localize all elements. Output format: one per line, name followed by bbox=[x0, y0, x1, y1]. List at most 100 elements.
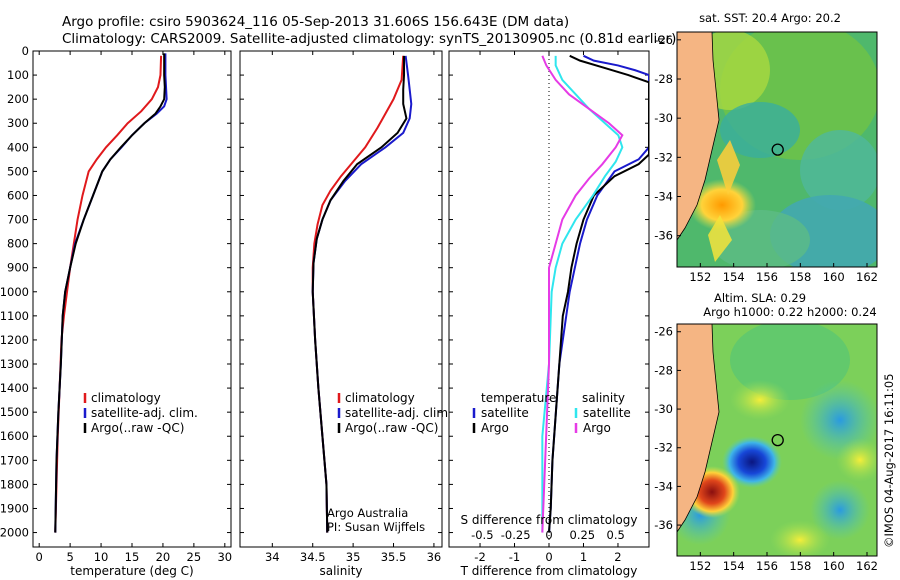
temperature-series bbox=[54, 53, 168, 533]
lat-tick-label: -26 bbox=[654, 33, 673, 47]
difference-legend: temperaturesatelliteArgosalinitysatellit… bbox=[472, 391, 631, 435]
salinity-ticks: 34 34.5 35 35.5 36 bbox=[240, 50, 442, 564]
depth-tick-label: 1400 bbox=[0, 381, 29, 395]
legend-group-title: salinity bbox=[582, 391, 625, 405]
legend-label: Argo bbox=[481, 421, 509, 435]
s-diff-tick-label: 0.5 bbox=[607, 528, 625, 542]
lon-tick-label: 158 bbox=[789, 270, 811, 284]
legend-label: satellite bbox=[481, 406, 529, 420]
lat-tick-label: -36 bbox=[654, 229, 673, 243]
lon-tick-label: 156 bbox=[756, 559, 778, 573]
sla-map-ticks: 152 154 156 158 160 162 -26 -28 -30 -32 -34 -36 bbox=[654, 325, 878, 573]
depth-tick-label: 200 bbox=[7, 92, 29, 106]
depth-tick-label: 700 bbox=[7, 213, 29, 227]
depth-tick-label: 1600 bbox=[0, 429, 29, 443]
series-line-salinity-satellite bbox=[541, 55, 624, 533]
lat-tick-label: -28 bbox=[654, 363, 673, 377]
sla-map: Altim. SLA: 0.29 Argo h1000: 0.22 h2000:… bbox=[654, 291, 878, 573]
depth-tick-label: 1900 bbox=[0, 501, 29, 515]
depth-tick-label: 2000 bbox=[0, 526, 29, 540]
legend-label: satellite bbox=[583, 406, 631, 420]
sla-map-title: Altim. SLA: 0.29 bbox=[714, 291, 806, 305]
temperature-xlabel: temperature (deg C) bbox=[70, 564, 193, 578]
t-difference-xlabel: T difference from climatology bbox=[460, 564, 638, 578]
depth-tick-label: 500 bbox=[7, 164, 29, 178]
legend-group-title: temperature bbox=[481, 391, 556, 405]
series-line-temperature-argo bbox=[548, 54, 649, 533]
lon-tick-label: 154 bbox=[723, 270, 745, 284]
s-difference-xlabel: S difference from climatology bbox=[461, 513, 638, 527]
lon-tick-label: 160 bbox=[823, 559, 845, 573]
series-line-argo-raw-qc- bbox=[54, 53, 166, 533]
legend-label: Argo(..raw -QC) bbox=[345, 421, 438, 435]
x-tick-label: 35 bbox=[346, 550, 361, 564]
x-tick-label: 25 bbox=[187, 550, 202, 564]
temperature-ticks: 0100200300400500600700800900100011001200… bbox=[0, 44, 232, 564]
series-line-argo-raw-qc- bbox=[311, 55, 408, 533]
depth-tick-label: 1700 bbox=[0, 453, 29, 467]
lon-tick-label: 154 bbox=[723, 559, 745, 573]
x-tick-label: 10 bbox=[94, 550, 109, 564]
lat-tick-label: -32 bbox=[654, 441, 673, 455]
lat-tick-label: -34 bbox=[654, 479, 673, 493]
salinity-panel: 34 34.5 35 35.5 36 salinity climatologysatel… bbox=[239, 50, 452, 578]
legend-label: climatology bbox=[345, 391, 415, 405]
sla-map-subtitle: Argo h1000: 0.22 h2000: 0.24 bbox=[703, 305, 876, 319]
temperature-axes-frame bbox=[32, 50, 232, 548]
x-tick-label: 5 bbox=[66, 550, 73, 564]
depth-tick-label: 300 bbox=[7, 116, 29, 130]
institution-note: Argo Australia bbox=[327, 506, 408, 520]
depth-tick-label: 400 bbox=[7, 140, 29, 154]
depth-tick-label: 1000 bbox=[0, 285, 29, 299]
x-tick-label: 2 bbox=[614, 550, 621, 564]
x-tick-label: 0 bbox=[545, 550, 552, 564]
s-diff-tick-label: -0.25 bbox=[501, 528, 531, 542]
series-line-salinity-argo bbox=[541, 55, 624, 533]
lon-tick-label: 156 bbox=[756, 270, 778, 284]
sst-map: sat. SST: 20.4 Argo: 20.2 152 154 156 158 16… bbox=[654, 11, 878, 284]
difference-panel: -2 -1 0 1 2 -0.5 -0.25 0 0.25 0.5 S difference fr… bbox=[448, 50, 650, 578]
lon-tick-label: 162 bbox=[856, 559, 878, 573]
lat-tick-label: -30 bbox=[654, 402, 673, 416]
legend-label: Argo bbox=[583, 421, 611, 435]
x-tick-label: 36 bbox=[427, 550, 442, 564]
profile-location-marker-sla bbox=[771, 433, 784, 447]
sst-field bbox=[677, 32, 877, 267]
depth-tick-label: 1500 bbox=[0, 405, 29, 419]
depth-tick-label: 1800 bbox=[0, 477, 29, 491]
s-diff-tick-label: -0.5 bbox=[471, 528, 493, 542]
lat-tick-label: -30 bbox=[654, 111, 673, 125]
lon-tick-label: 162 bbox=[856, 270, 878, 284]
x-tick-label: 30 bbox=[217, 550, 232, 564]
depth-tick-label: 1100 bbox=[0, 309, 29, 323]
salinity-xlabel: salinity bbox=[319, 564, 362, 578]
lon-tick-label: 158 bbox=[789, 559, 811, 573]
pi-note: PI: Susan Wijffels bbox=[327, 520, 425, 534]
x-tick-label: 0 bbox=[36, 550, 43, 564]
x-tick-label: -1 bbox=[509, 550, 520, 564]
legend-label: satellite-adj. clim. bbox=[345, 406, 452, 420]
salinity-axes-frame bbox=[239, 50, 443, 548]
title-line-1: Argo profile: csiro 5903624_116 05-Sep-2… bbox=[62, 14, 569, 30]
lat-tick-label: -36 bbox=[654, 518, 673, 532]
lon-tick-label: 152 bbox=[689, 559, 711, 573]
sst-map-ticks: 152 154 156 158 160 162 -26 -28 -30 -32 -34 -36 bbox=[654, 33, 878, 284]
profile-location-marker bbox=[771, 143, 784, 156]
x-tick-label: 35.5 bbox=[381, 550, 407, 564]
depth-tick-label: 600 bbox=[7, 188, 29, 202]
sla-field bbox=[677, 324, 877, 556]
legend-label: satellite-adj. clim. bbox=[91, 406, 198, 420]
x-tick-label: -2 bbox=[474, 550, 485, 564]
x-tick-label: 15 bbox=[125, 550, 140, 564]
sst-map-title: sat. SST: 20.4 Argo: 20.2 bbox=[699, 11, 841, 25]
lat-tick-label: -28 bbox=[654, 72, 673, 86]
salinity-series bbox=[311, 55, 413, 533]
x-tick-label: 34 bbox=[265, 550, 280, 564]
lon-tick-label: 152 bbox=[689, 270, 711, 284]
lat-tick-label: -32 bbox=[654, 150, 673, 164]
depth-tick-label: 1300 bbox=[0, 357, 29, 371]
depth-tick-label: 900 bbox=[7, 261, 29, 275]
